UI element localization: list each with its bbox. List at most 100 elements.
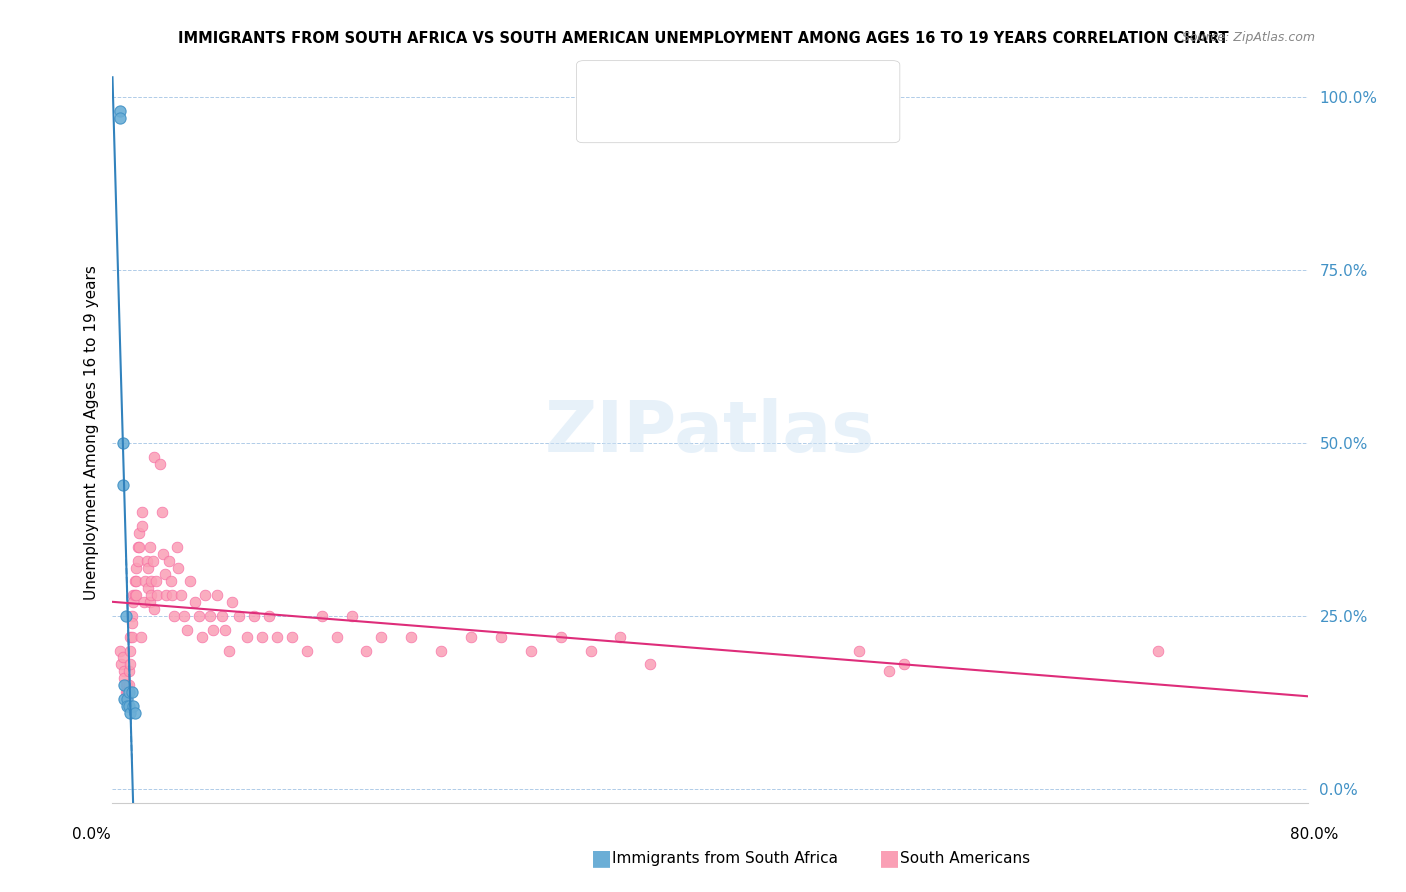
Point — [609, 630, 631, 644]
Point — [356, 643, 378, 657]
Point — [118, 665, 141, 679]
Point — [183, 595, 205, 609]
Point — [118, 698, 141, 713]
Point — [489, 630, 512, 644]
Point — [131, 505, 153, 519]
Point — [188, 609, 211, 624]
Point — [125, 588, 148, 602]
Point — [138, 560, 160, 574]
Point — [121, 615, 143, 630]
Point — [117, 698, 139, 713]
Point — [163, 609, 186, 624]
Point — [145, 574, 167, 589]
Point — [143, 450, 166, 464]
Text: Source: ZipAtlas.com: Source: ZipAtlas.com — [1181, 31, 1315, 45]
Point — [173, 609, 195, 624]
Text: 80.0%: 80.0% — [1291, 827, 1339, 841]
Point — [139, 540, 162, 554]
Point — [1147, 643, 1170, 657]
Point — [118, 685, 141, 699]
Text: ■: ■ — [598, 78, 619, 97]
Point — [115, 609, 138, 624]
Text: South Americans: South Americans — [900, 851, 1031, 865]
Point — [198, 609, 221, 624]
Point — [170, 588, 193, 602]
Point — [176, 623, 198, 637]
Point — [120, 706, 142, 720]
Point — [236, 630, 259, 644]
Point — [166, 540, 188, 554]
Point — [122, 588, 145, 602]
Point — [117, 692, 139, 706]
Point — [114, 678, 135, 692]
Point — [124, 574, 146, 589]
Point — [157, 554, 180, 568]
Point — [114, 665, 135, 679]
Point — [211, 609, 233, 624]
Point — [142, 554, 165, 568]
Point — [111, 436, 134, 450]
Point — [134, 574, 156, 589]
Point — [117, 685, 139, 699]
Point — [848, 643, 870, 657]
Point — [550, 630, 572, 644]
Point — [128, 525, 150, 540]
Point — [153, 567, 176, 582]
Point — [114, 692, 135, 706]
Point — [250, 630, 273, 644]
Point — [893, 657, 915, 672]
Text: ■: ■ — [598, 108, 619, 128]
Point — [141, 588, 163, 602]
Point — [370, 630, 392, 644]
Point — [430, 643, 453, 657]
Point — [228, 609, 250, 624]
Point — [205, 588, 228, 602]
Point — [125, 574, 148, 589]
Text: IMMIGRANTS FROM SOUTH AFRICA VS SOUTH AMERICAN UNEMPLOYMENT AMONG AGES 16 TO 19 : IMMIGRANTS FROM SOUTH AFRICA VS SOUTH AM… — [177, 31, 1229, 46]
Point — [243, 609, 266, 624]
Text: N = 98: N = 98 — [752, 109, 810, 127]
Point — [122, 595, 145, 609]
Text: Immigrants from South Africa: Immigrants from South Africa — [612, 851, 838, 865]
Point — [108, 103, 131, 118]
Point — [124, 588, 146, 602]
Text: ■: ■ — [879, 848, 900, 868]
Point — [120, 643, 142, 657]
Point — [141, 574, 163, 589]
Point — [129, 630, 152, 644]
Point — [115, 678, 138, 692]
Point — [162, 588, 183, 602]
Point — [640, 657, 662, 672]
Point — [118, 678, 141, 692]
Point — [111, 650, 134, 665]
Point — [120, 630, 142, 644]
Point — [311, 609, 333, 624]
Point — [214, 623, 236, 637]
Point — [460, 630, 482, 644]
Text: ZIPatlas: ZIPatlas — [546, 398, 875, 467]
Point — [128, 540, 150, 554]
Point — [191, 630, 214, 644]
Point — [194, 588, 217, 602]
Point — [218, 643, 240, 657]
Point — [111, 477, 134, 491]
Point — [121, 609, 143, 624]
Point — [143, 602, 166, 616]
Point — [167, 560, 190, 574]
Point — [149, 457, 172, 471]
Point — [325, 630, 347, 644]
Point — [117, 692, 139, 706]
Point — [150, 505, 173, 519]
Point — [281, 630, 304, 644]
Point — [108, 111, 131, 125]
Point — [125, 560, 148, 574]
Point — [146, 588, 169, 602]
Point — [155, 588, 177, 602]
Point — [221, 595, 243, 609]
Point — [201, 623, 224, 637]
Point — [152, 547, 174, 561]
Point — [879, 665, 901, 679]
Point — [179, 574, 201, 589]
Point — [120, 657, 142, 672]
Point — [401, 630, 423, 644]
